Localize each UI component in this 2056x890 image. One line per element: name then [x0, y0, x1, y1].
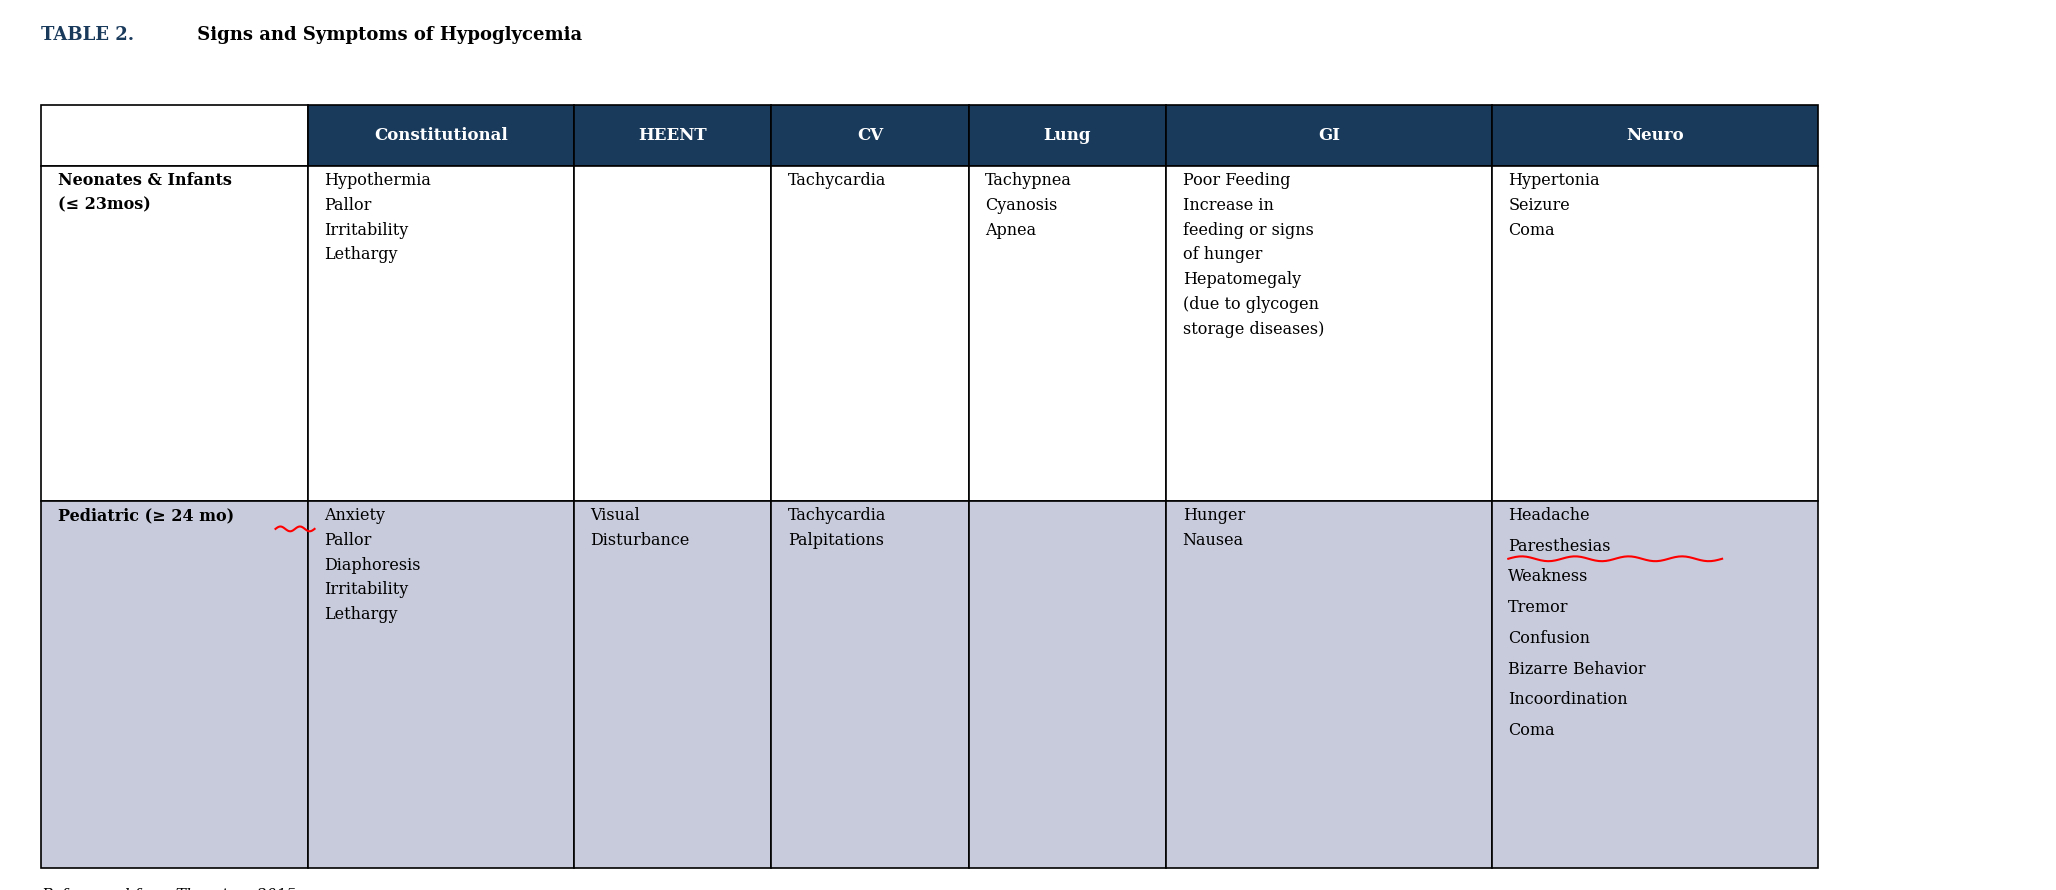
Text: Anxiety
Pallor
Diaphoresis
Irritability
Lethargy: Anxiety Pallor Diaphoresis Irritability … — [325, 507, 421, 623]
Text: CV: CV — [857, 126, 884, 144]
Text: Neonates & Infants
(≤ 23mos): Neonates & Infants (≤ 23mos) — [58, 172, 232, 214]
Text: Confusion: Confusion — [1509, 630, 1589, 647]
Text: Incoordination: Incoordination — [1509, 692, 1628, 708]
Text: Neuro: Neuro — [1626, 126, 1684, 144]
Text: Paresthesias: Paresthesias — [1509, 538, 1610, 554]
Text: GI: GI — [1318, 126, 1341, 144]
Bar — [1166, 105, 1493, 166]
Text: Bizarre Behavior: Bizarre Behavior — [1509, 660, 1647, 677]
Text: HEENT: HEENT — [639, 126, 707, 144]
Bar — [41, 105, 308, 166]
Text: Headache: Headache — [1509, 507, 1589, 524]
Text: Constitutional: Constitutional — [374, 126, 508, 144]
Bar — [574, 166, 771, 501]
Bar — [574, 501, 771, 868]
Text: Signs and Symptoms of Hypoglycemia: Signs and Symptoms of Hypoglycemia — [191, 27, 582, 44]
Bar — [41, 501, 308, 868]
Bar — [1166, 166, 1493, 501]
Text: Poor Feeding
Increase in
feeding or signs
of hunger
Hepatomegaly
(due to glycoge: Poor Feeding Increase in feeding or sign… — [1182, 172, 1324, 338]
Text: Coma: Coma — [1509, 722, 1554, 739]
Bar — [968, 105, 1166, 166]
Text: Referenced from Thornton, 2015: Referenced from Thornton, 2015 — [41, 888, 296, 890]
Bar — [308, 166, 574, 501]
Text: Weakness: Weakness — [1509, 569, 1589, 586]
Bar — [968, 166, 1166, 501]
Text: Lung: Lung — [1044, 126, 1092, 144]
Bar — [1166, 501, 1493, 868]
Text: Hunger
Nausea: Hunger Nausea — [1182, 507, 1244, 549]
Text: Hypothermia
Pallor
Irritability
Lethargy: Hypothermia Pallor Irritability Lethargy — [325, 172, 432, 263]
Bar — [41, 166, 308, 501]
Bar — [1493, 501, 1818, 868]
Text: Pediatric (≥ 24 mo): Pediatric (≥ 24 mo) — [58, 507, 234, 524]
Bar — [771, 166, 968, 501]
Bar — [308, 501, 574, 868]
Bar — [1493, 105, 1818, 166]
Text: Tachycardia: Tachycardia — [787, 172, 886, 189]
Text: Tachypnea
Cyanosis
Apnea: Tachypnea Cyanosis Apnea — [985, 172, 1071, 239]
Bar — [968, 501, 1166, 868]
Text: Hypertonia
Seizure
Coma: Hypertonia Seizure Coma — [1509, 172, 1600, 239]
Text: Tachycardia
Palpitations: Tachycardia Palpitations — [787, 507, 886, 549]
Text: Tremor: Tremor — [1509, 599, 1569, 616]
Bar — [1493, 166, 1818, 501]
Bar — [771, 501, 968, 868]
Bar — [574, 105, 771, 166]
Bar — [771, 105, 968, 166]
Text: TABLE 2.: TABLE 2. — [41, 27, 134, 44]
Bar — [308, 105, 574, 166]
Text: Visual
Disturbance: Visual Disturbance — [590, 507, 691, 549]
